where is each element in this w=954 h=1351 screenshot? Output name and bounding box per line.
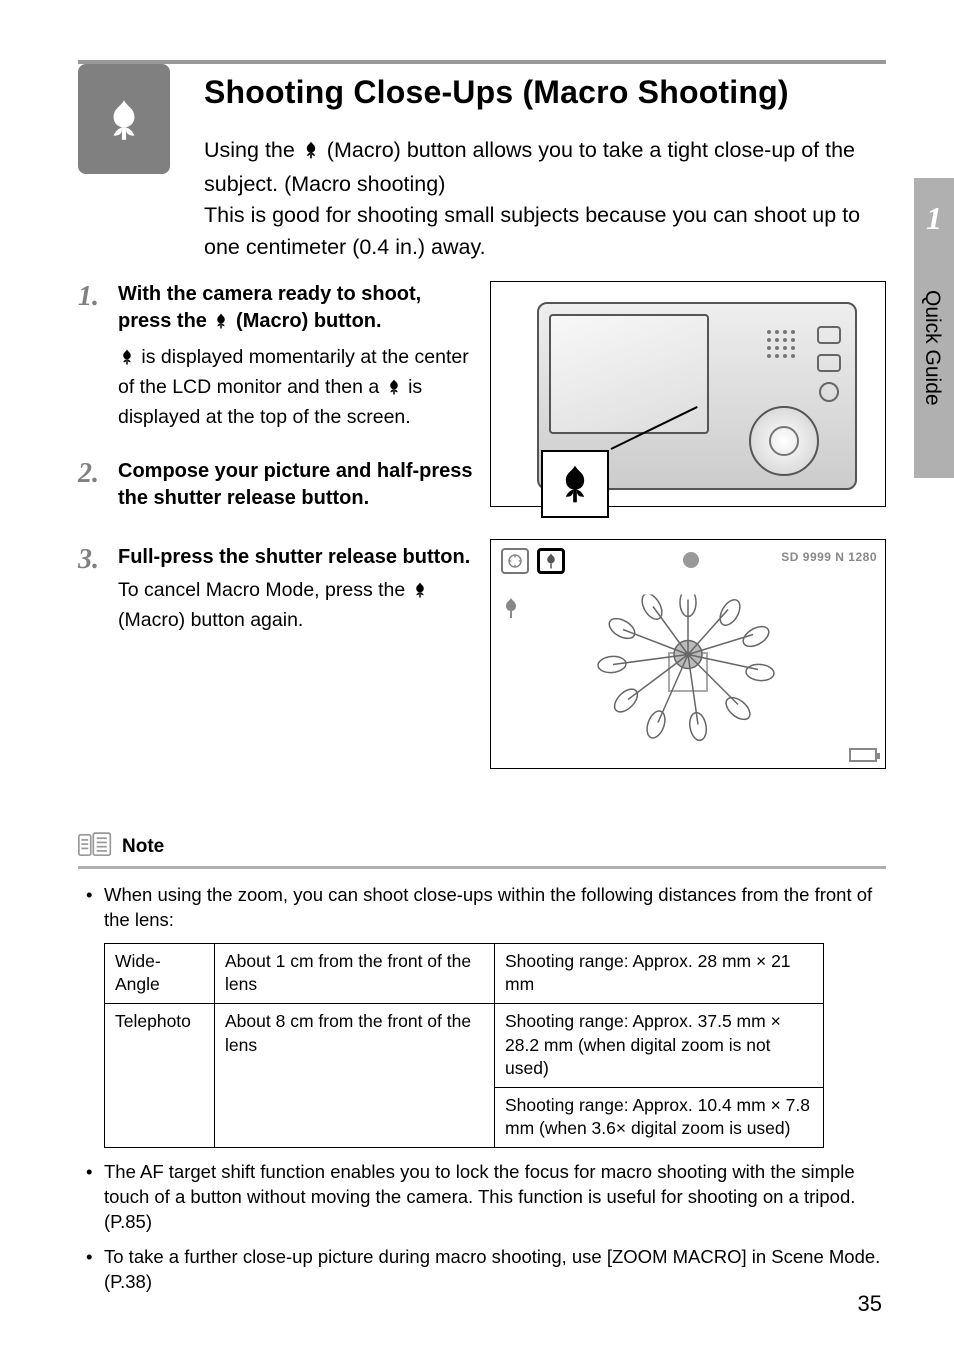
- mode-icon: [501, 548, 529, 574]
- figure-camera: [490, 281, 886, 507]
- speaker-dots: [767, 330, 795, 358]
- macro-side-icon: [499, 596, 523, 625]
- table-row: Wide-Angle About 1 cm from the front of …: [105, 943, 824, 1003]
- note-icon: [78, 831, 112, 864]
- ctrl-button: [817, 326, 841, 344]
- page-number: 35: [858, 1291, 882, 1317]
- step-2: 2. Compose your picture and half-press t…: [78, 458, 478, 518]
- mode-dial: [749, 406, 819, 476]
- range-table: Wide-Angle About 1 cm from the front of …: [104, 943, 824, 1148]
- macro-icon: [385, 377, 403, 404]
- camera-screen: [549, 314, 709, 434]
- table-row: Telephoto About 8 cm from the front of t…: [105, 1003, 824, 1087]
- header-block: Shooting Close-Ups (Macro Shooting) Usin…: [78, 60, 886, 263]
- macro-indicator-icon: [537, 548, 565, 574]
- intro-text: Using the (Macro) button allows you to t…: [204, 135, 886, 263]
- steps-left: 1. With the camera ready to shoot, press…: [78, 281, 478, 634]
- note-label: Note: [122, 836, 164, 858]
- page-content: Shooting Close-Ups (Macro Shooting) Usin…: [0, 0, 954, 1295]
- note-section: Note When using the zoom, you can shoot …: [78, 831, 886, 1295]
- intro-line2: This is good for shooting small subjects…: [204, 203, 860, 258]
- note-bullet: When using the zoom, you can shoot close…: [104, 883, 886, 1148]
- macro-icon: [212, 311, 230, 338]
- ctrl-button: [817, 354, 841, 372]
- note-header: Note: [78, 831, 886, 869]
- battery-icon: [849, 748, 877, 762]
- figure-lcd: SD 9999 N 1280: [490, 539, 886, 769]
- macro-badge-icon: [78, 64, 170, 174]
- step-title: With the camera ready to shoot, press th…: [118, 281, 478, 338]
- step-desc-pre: To cancel Macro Mode, press the: [118, 579, 411, 601]
- record-icon: [683, 552, 699, 568]
- intro-pre: Using the: [204, 138, 301, 162]
- table-cell: About 1 cm from the front of the lens: [215, 943, 495, 1003]
- macro-callout-icon: [541, 450, 609, 518]
- step-number: 3.: [78, 544, 118, 635]
- table-cell: Shooting range: Approx. 10.4 mm × 7.8 mm…: [495, 1087, 824, 1147]
- step-title-post: (Macro) button.: [230, 310, 381, 332]
- step-3: 3. Full-press the shutter release button…: [78, 544, 478, 635]
- step-title: Full-press the shutter release button.: [118, 544, 478, 571]
- table-cell: Shooting range: Approx. 37.5 mm × 28.2 m…: [495, 1003, 824, 1087]
- step-number: 1.: [78, 281, 118, 432]
- note-bullet-text: When using the zoom, you can shoot close…: [104, 884, 872, 930]
- flower-illustration: [578, 594, 798, 749]
- macro-icon: [118, 347, 136, 374]
- page-title: Shooting Close-Ups (Macro Shooting): [204, 74, 886, 111]
- step-desc-post: (Macro) button again.: [118, 609, 303, 631]
- lcd-info-text: SD 9999 N 1280: [781, 550, 877, 564]
- macro-icon: [411, 580, 429, 607]
- step-desc: is displayed momentarily at the center o…: [118, 344, 478, 432]
- note-bullet: To take a further close-up picture durin…: [104, 1245, 886, 1295]
- lcd-top-icons: [501, 548, 565, 574]
- camera-controls: [817, 326, 841, 402]
- table-cell: About 8 cm from the front of the lens: [215, 1003, 495, 1147]
- step-1: 1. With the camera ready to shoot, press…: [78, 281, 478, 432]
- step-title: Compose your picture and half-press the …: [118, 458, 478, 512]
- note-bullet: The AF target shift function enables you…: [104, 1160, 886, 1235]
- header-rule: [78, 60, 886, 64]
- note-list: When using the zoom, you can shoot close…: [78, 883, 886, 1295]
- step-desc: To cancel Macro Mode, press the (Macro) …: [118, 577, 478, 635]
- steps-area: 1. With the camera ready to shoot, press…: [78, 281, 886, 791]
- table-cell: Telephoto: [105, 1003, 215, 1147]
- table-cell: Shooting range: Approx. 28 mm × 21 mm: [495, 943, 824, 1003]
- ctrl-button: [819, 382, 839, 402]
- table-cell: Wide-Angle: [105, 943, 215, 1003]
- step-number: 2.: [78, 458, 118, 518]
- macro-icon: [301, 138, 321, 169]
